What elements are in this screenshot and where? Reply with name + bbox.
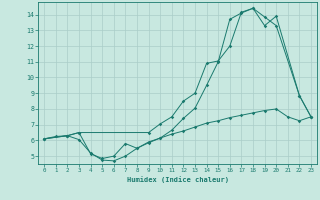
X-axis label: Humidex (Indice chaleur): Humidex (Indice chaleur) [127, 176, 228, 183]
